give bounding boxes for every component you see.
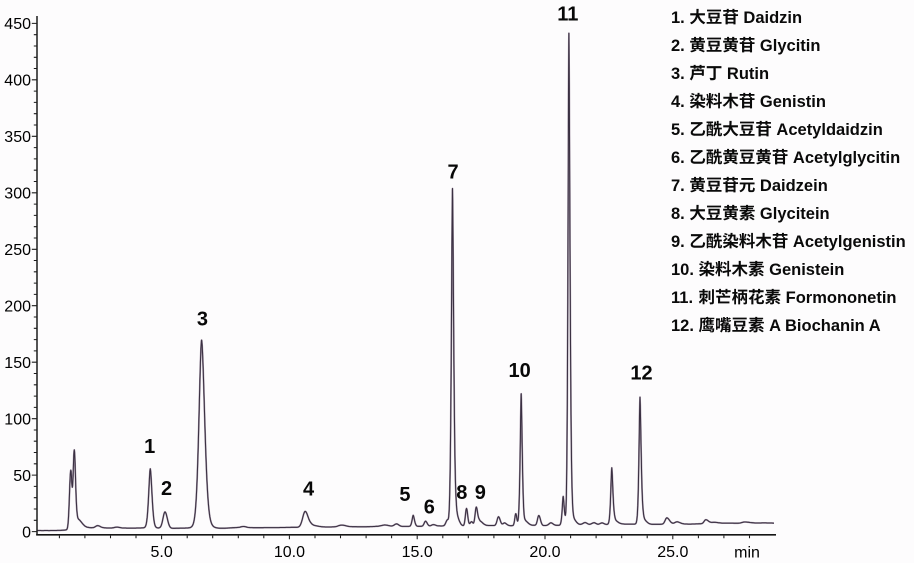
svg-text:450: 450 <box>4 16 31 33</box>
svg-text:min: min <box>734 545 760 562</box>
svg-text:Genistin: Genistin <box>760 93 826 111</box>
svg-text:Glycitein: Glycitein <box>760 205 830 223</box>
svg-text:9: 9 <box>475 482 486 504</box>
svg-text:10.: 10. <box>671 261 694 279</box>
svg-text:Acetyldaidzin: Acetyldaidzin <box>776 121 882 139</box>
svg-text:Acetylglycitin: Acetylglycitin <box>793 149 900 167</box>
svg-text:8.: 8. <box>671 205 685 223</box>
svg-text:9.: 9. <box>671 233 685 251</box>
svg-text:11: 11 <box>557 4 578 26</box>
svg-text:6: 6 <box>424 497 435 519</box>
svg-text:Genistein: Genistein <box>769 261 844 279</box>
svg-text:2: 2 <box>161 478 172 500</box>
svg-text:10.0: 10.0 <box>274 544 305 561</box>
svg-text:0: 0 <box>22 524 31 541</box>
svg-text:12: 12 <box>630 363 652 385</box>
svg-text:11.: 11. <box>671 289 693 307</box>
svg-text:15.0: 15.0 <box>402 544 433 561</box>
svg-text:350: 350 <box>4 129 31 146</box>
svg-text:10: 10 <box>508 360 530 382</box>
svg-text:300: 300 <box>4 186 31 203</box>
svg-text:3.: 3. <box>671 65 685 83</box>
svg-text:Formononetin: Formononetin <box>786 289 897 307</box>
svg-text:7: 7 <box>447 162 458 184</box>
svg-text:25.0: 25.0 <box>657 544 688 561</box>
svg-text:50: 50 <box>13 468 31 485</box>
svg-text:1: 1 <box>144 436 155 458</box>
svg-text:20.0: 20.0 <box>529 544 560 561</box>
svg-text:Daidzin: Daidzin <box>743 9 802 27</box>
svg-text:1.: 1. <box>671 9 685 27</box>
svg-text:5.0: 5.0 <box>150 544 172 561</box>
svg-text:Acetylgenistin: Acetylgenistin <box>793 233 906 251</box>
svg-text:400: 400 <box>4 73 31 90</box>
svg-text:5: 5 <box>399 484 410 506</box>
svg-text:3: 3 <box>197 309 208 331</box>
svg-text:8: 8 <box>456 482 467 504</box>
svg-text:4: 4 <box>303 479 315 501</box>
svg-text:100: 100 <box>4 411 31 428</box>
svg-text:Daidzein: Daidzein <box>760 177 828 195</box>
svg-text:7.: 7. <box>671 177 685 195</box>
svg-text:12.: 12. <box>671 317 694 335</box>
svg-text:Glycitin: Glycitin <box>760 37 821 55</box>
svg-text:150: 150 <box>4 355 31 372</box>
svg-text:5.: 5. <box>671 121 685 139</box>
svg-text:4.: 4. <box>671 93 685 111</box>
svg-text:200: 200 <box>4 298 31 315</box>
svg-text:6.: 6. <box>671 149 685 167</box>
svg-text:Rutin: Rutin <box>727 65 769 83</box>
svg-text:250: 250 <box>4 242 31 259</box>
svg-text:A Biochanin A: A Biochanin A <box>769 317 881 335</box>
svg-text:2.: 2. <box>671 37 685 55</box>
